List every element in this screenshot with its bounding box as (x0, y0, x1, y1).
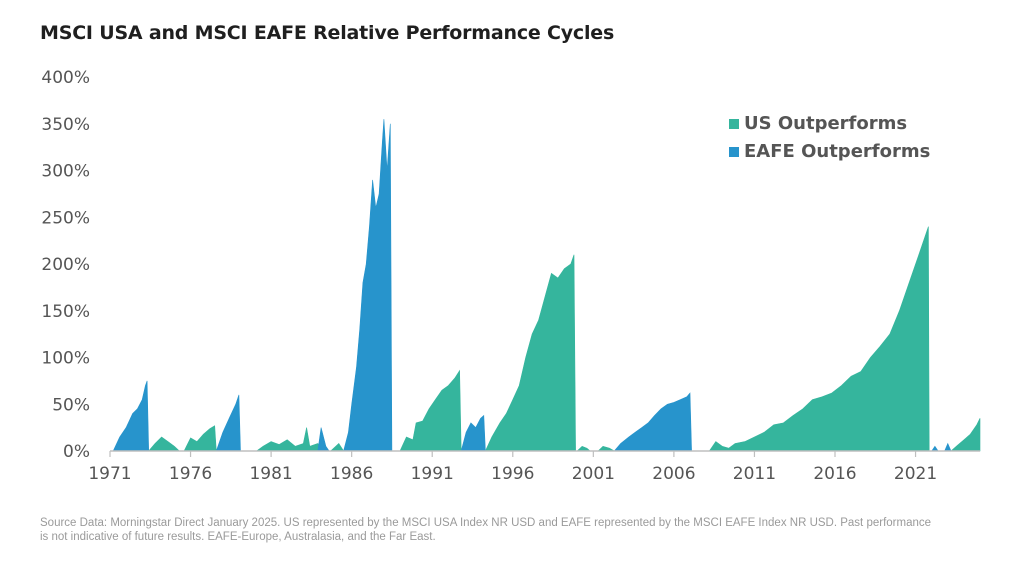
y-tick-label: 300% (41, 162, 90, 182)
x-tick-label: 1981 (249, 464, 292, 484)
y-tick-label: 100% (41, 349, 90, 369)
us-outperform-area (708, 226, 930, 452)
source-line-1: Source Data: Morningstar Direct January … (40, 517, 932, 529)
y-tick-label: 200% (41, 255, 90, 275)
x-axis: 1971 1976 1981 1986 1991 1996 2001 2006 2011 2016… (88, 451, 937, 484)
eafe-outperform-area (317, 427, 330, 452)
x-tick-label: 2016 (813, 464, 856, 484)
x-tick-label: 1971 (88, 464, 131, 484)
y-axis: 0% 50% 100% 150% 200% 250% 300% 350% 400% (41, 68, 90, 462)
legend-swatch-us (729, 119, 739, 129)
us-outperform-area (950, 418, 981, 452)
legend-swatch-eafe (729, 147, 739, 157)
x-tick-label: 1996 (491, 464, 534, 484)
y-tick-label: 50% (52, 395, 90, 415)
eafe-outperform-area (460, 414, 486, 452)
x-tick-label: 1991 (411, 464, 454, 484)
x-tick-label: 2006 (652, 464, 695, 484)
y-tick-label: 400% (41, 68, 90, 88)
area-series (112, 119, 981, 452)
x-tick-label: 2021 (894, 464, 937, 484)
y-tick-label: 150% (41, 302, 90, 322)
x-tick-label: 1986 (330, 464, 373, 484)
us-outperform-area (148, 436, 181, 452)
us-outperform-area (484, 254, 576, 452)
us-outperform-area (255, 427, 324, 452)
eafe-outperform-area (112, 380, 150, 452)
us-outperform-area (329, 443, 345, 452)
legend-label-us: US Outperforms (744, 113, 907, 134)
x-tick-label: 2011 (733, 464, 776, 484)
y-tick-label: 350% (41, 115, 90, 135)
y-tick-label: 250% (41, 208, 90, 228)
us-outperform-area (399, 369, 462, 452)
legend: US Outperforms EAFE Outperforms (729, 113, 930, 162)
eafe-outperform-area (944, 442, 952, 452)
source-note: Source Data: Morningstar Direct January … (40, 516, 990, 544)
chart-title: MSCI USA and MSCI EAFE Relative Performa… (40, 22, 615, 44)
us-outperform-area (183, 425, 217, 452)
eafe-outperform-area (343, 119, 393, 452)
eafe-outperform-area (215, 394, 241, 452)
source-line-2: is not indicative of future results. EAF… (40, 531, 436, 543)
x-tick-label: 2001 (572, 464, 615, 484)
y-tick-label: 0% (63, 442, 90, 462)
x-tick-label: 1976 (169, 464, 212, 484)
legend-label-eafe: EAFE Outperforms (744, 141, 930, 162)
eafe-outperform-area (613, 392, 692, 452)
